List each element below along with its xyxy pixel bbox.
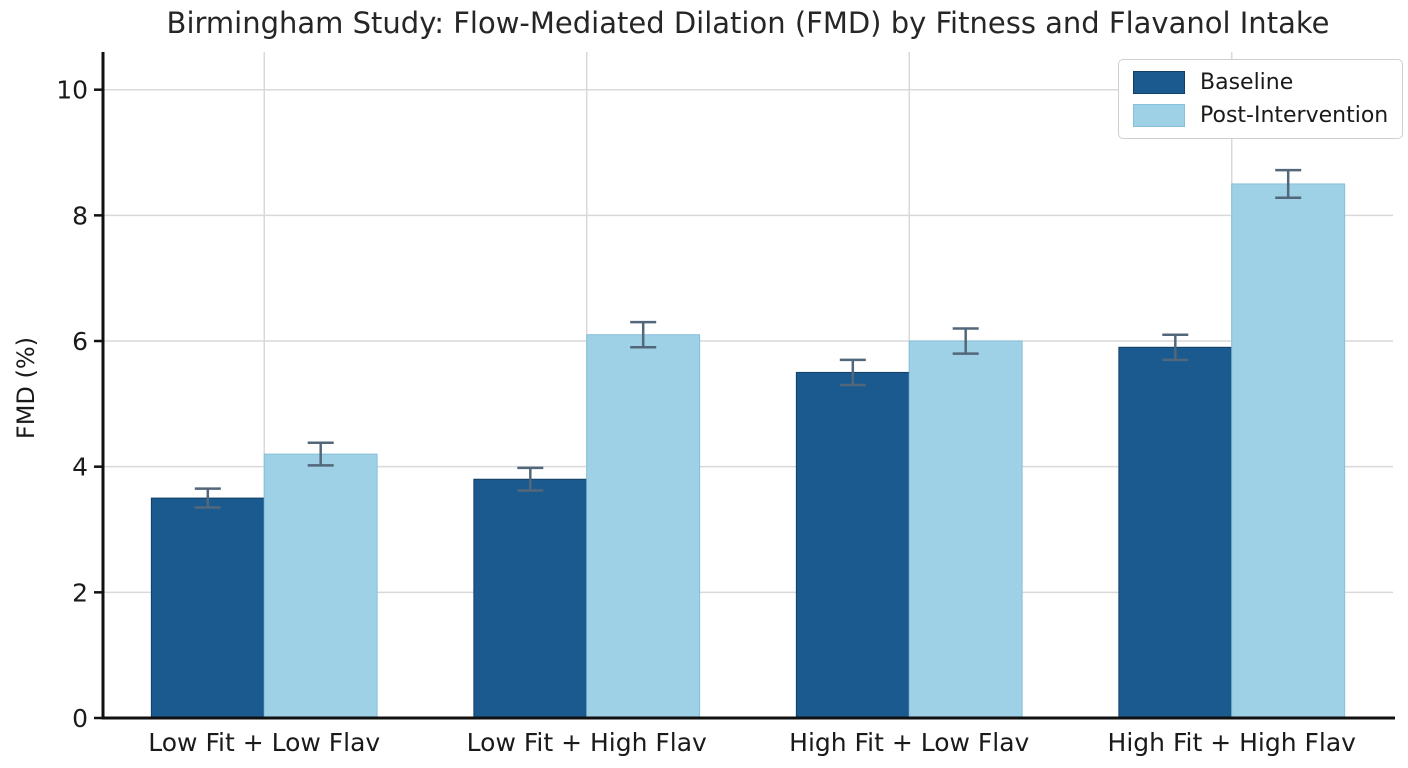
y-tick-label-10: 10 xyxy=(56,76,88,105)
bar-baseline-0 xyxy=(150,497,265,719)
x-tick-label-3: High Fit + High Flav xyxy=(1108,728,1357,757)
error-bar-post-intervention-3 xyxy=(1275,168,1302,200)
y-tick-label-2: 2 xyxy=(72,578,88,607)
legend: Baseline Post-Intervention xyxy=(1118,59,1404,139)
bar-baseline-3 xyxy=(1118,346,1233,719)
legend-label-post-intervention: Post-Intervention xyxy=(1200,103,1389,128)
y-tick-label-4: 4 xyxy=(72,453,88,482)
error-bar-baseline-3 xyxy=(1162,333,1189,362)
error-bar-baseline-0 xyxy=(194,487,221,509)
x-tick-label-2: High Fit + Low Flav xyxy=(789,728,1029,757)
error-bar-post-intervention-0 xyxy=(307,441,334,467)
legend-label-baseline: Baseline xyxy=(1200,70,1294,95)
chart-title: Birmingham Study: Flow-Mediated Dilation… xyxy=(166,6,1330,40)
legend-swatch-baseline xyxy=(1133,71,1185,94)
legend-item-post-intervention: Post-Intervention xyxy=(1133,103,1388,128)
y-tick-label-8: 8 xyxy=(72,201,88,230)
legend-item-baseline: Baseline xyxy=(1133,70,1388,95)
bar-post-intervention-1 xyxy=(586,334,701,719)
bar-post-intervention-2 xyxy=(908,340,1023,719)
y-tick-label-6: 6 xyxy=(72,327,88,356)
bar-baseline-2 xyxy=(795,371,910,719)
y-axis-label: FMD (%) xyxy=(12,337,40,439)
bar-post-intervention-0 xyxy=(263,453,378,719)
bar-baseline-1 xyxy=(473,478,588,719)
x-tick-label-1: Low Fit + High Flav xyxy=(467,728,707,757)
bar-post-intervention-3 xyxy=(1231,183,1346,719)
legend-swatch-post-intervention xyxy=(1133,104,1185,127)
x-tick-label-0: Low Fit + Low Flav xyxy=(148,728,380,757)
error-bar-post-intervention-1 xyxy=(630,320,657,349)
error-bar-baseline-1 xyxy=(517,466,544,492)
error-bar-baseline-2 xyxy=(839,358,866,387)
y-tick-label-0: 0 xyxy=(72,704,88,733)
error-bar-post-intervention-2 xyxy=(952,327,979,355)
